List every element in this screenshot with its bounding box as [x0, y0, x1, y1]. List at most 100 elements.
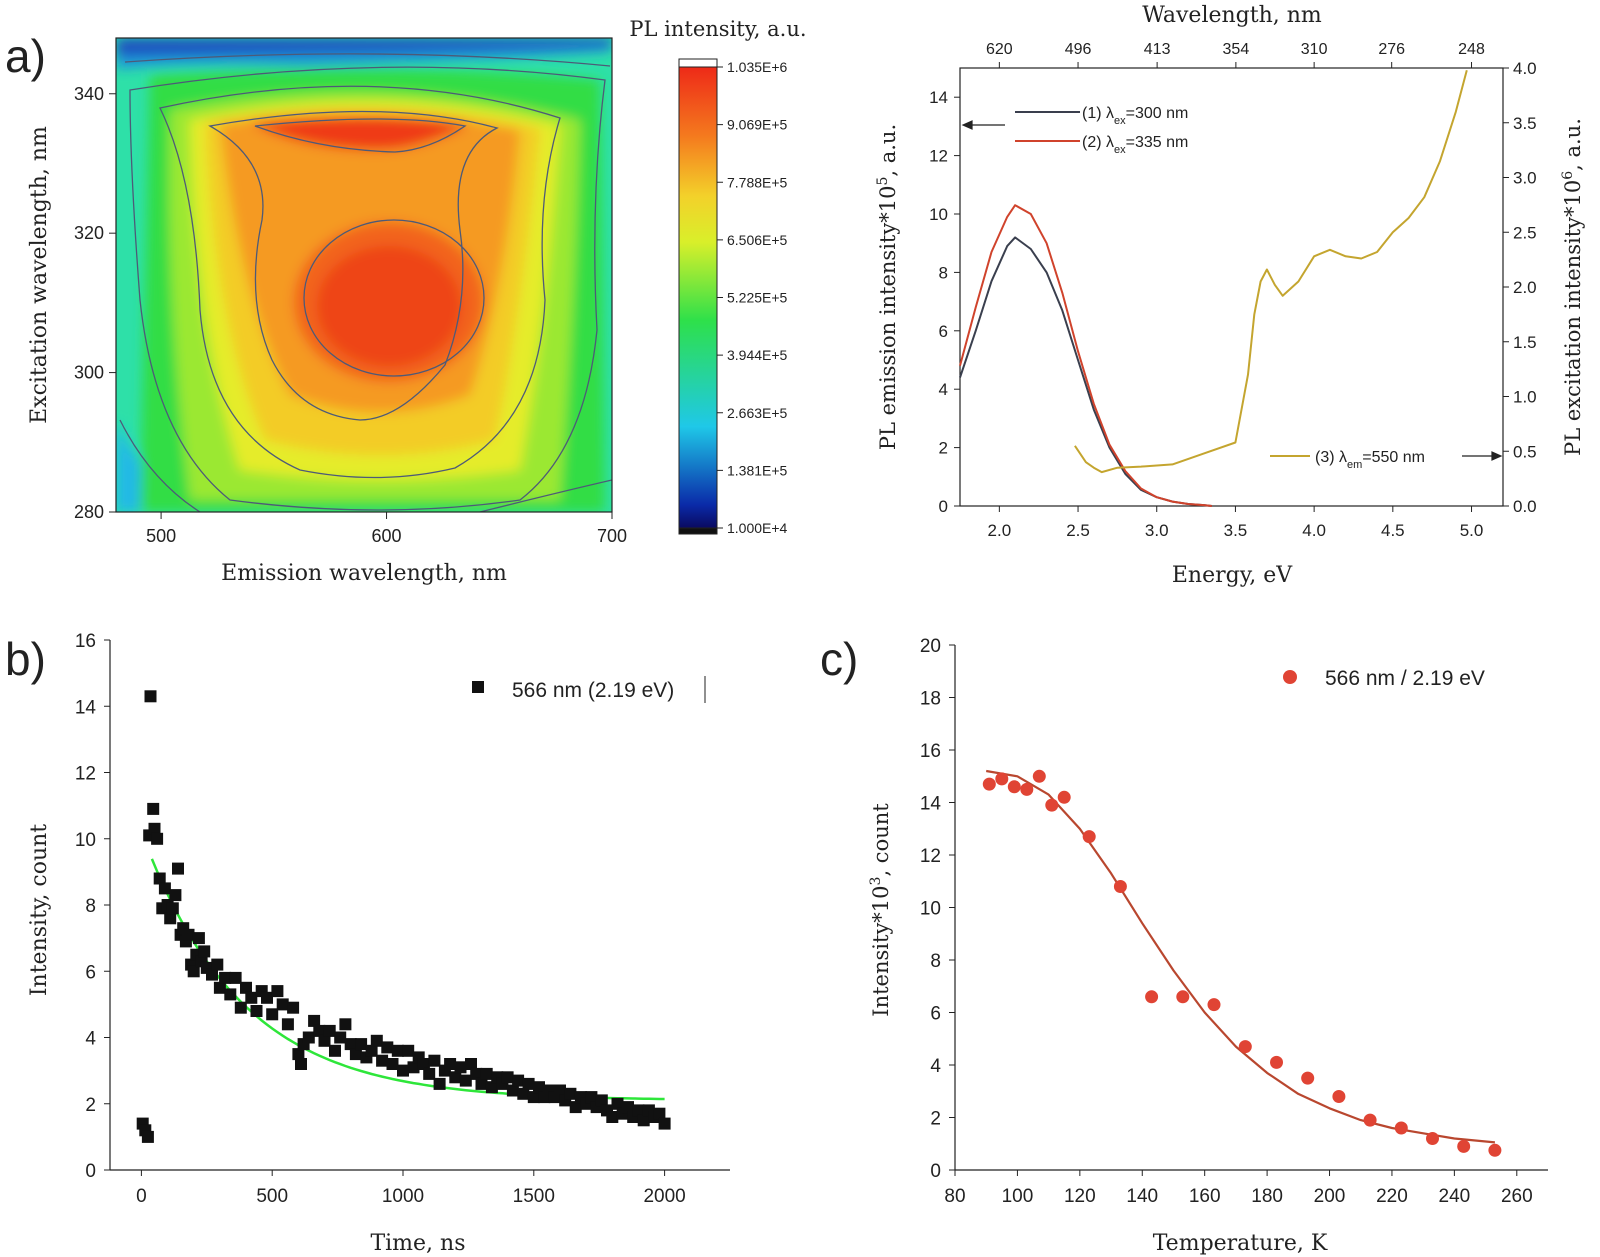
panel-label-b: b): [5, 633, 46, 685]
legend-series-1: (1) λex=300 nm: [1082, 105, 1188, 127]
decay-point: [276, 998, 289, 1011]
decay-point: [151, 832, 164, 845]
decay-point: [166, 902, 179, 915]
heatmap-ytick-label: 340: [74, 84, 104, 104]
spectra-ytick-right-label: 1.5: [1513, 333, 1537, 352]
decay-point: [164, 912, 177, 925]
spectra-top-tick-label: 496: [1065, 41, 1092, 58]
temperature-point: [1332, 1090, 1346, 1103]
decay-point: [344, 1038, 357, 1051]
decay-point: [391, 1044, 404, 1057]
left-axis-arrow-head: [961, 120, 973, 130]
decay-point: [417, 1058, 430, 1070]
decay-point: [308, 1014, 321, 1027]
decay-point: [402, 1044, 415, 1057]
decay-point: [287, 1001, 300, 1014]
temperature-ytick-label: 18: [920, 689, 941, 710]
spectra-frame: [959, 67, 1504, 507]
decay-point: [554, 1084, 566, 1097]
decay-point: [533, 1081, 545, 1094]
temperature-point: [1082, 830, 1096, 844]
heatmap-xtick-label: 500: [146, 526, 176, 546]
decay-point: [428, 1054, 441, 1067]
decay-ytick-label: 0: [85, 1161, 96, 1182]
panel-label-c: c): [820, 633, 858, 685]
spectra-ytick-left-label: 8: [939, 263, 948, 282]
decay-xtick-label: 2000: [643, 1186, 685, 1207]
decay-point: [386, 1058, 399, 1070]
temperature-xtick-label: 200: [1314, 1186, 1346, 1207]
decay-point: [370, 1034, 383, 1047]
temperature-point: [1057, 790, 1071, 804]
temperature-ytick-label: 8: [930, 951, 941, 972]
temperature-point: [1020, 782, 1034, 796]
decay-point: [234, 1001, 247, 1014]
decay-point: [522, 1077, 535, 1090]
colorbar: [678, 66, 718, 529]
decay-point: [569, 1101, 582, 1114]
decay-point: [295, 1058, 307, 1070]
temperature-point: [995, 772, 1009, 786]
axis-arrows: [961, 120, 1503, 461]
spectra-ytick-left-label: 10: [929, 205, 948, 224]
temperature-xtick-label: 100: [1002, 1186, 1034, 1207]
colorbar-tick-label: 5.225E+5: [727, 290, 788, 306]
decay-point: [229, 971, 242, 984]
colorbar-tick-label: 3.944E+5: [727, 347, 788, 363]
decay-point: [480, 1067, 493, 1080]
decay-point: [622, 1101, 634, 1114]
temperature-point: [1145, 990, 1159, 1004]
spectra-xtick-label: 2.5: [1066, 521, 1090, 540]
decay-ylabel: Intensity, count: [27, 824, 52, 996]
temperature-fit-line: [986, 769, 1496, 1144]
temperature-legend-marker: [1283, 670, 1297, 684]
temperature-xtick-label: 180: [1251, 1186, 1283, 1207]
decay-ytick-label: 8: [85, 896, 96, 917]
spectra-xtick-label: 4.0: [1302, 521, 1326, 540]
decay-point: [144, 690, 157, 703]
spectra-ytick-right-label: 2.0: [1513, 278, 1537, 297]
decay-xtick-label: 500: [256, 1186, 288, 1207]
temperature-xtick-label: 220: [1376, 1186, 1408, 1207]
spectra-series: [959, 69, 1468, 507]
spectra-xtick-label: 5.0: [1460, 521, 1484, 540]
temperature-ytick-label: 6: [930, 1004, 941, 1025]
decay-point: [261, 991, 273, 1004]
heatmap-contours: [119, 53, 612, 512]
temperature-xtick-label: 120: [1064, 1186, 1096, 1207]
temperature-ytick-label: 0: [930, 1161, 941, 1182]
spectra-ytick-right-label: 4.0: [1513, 59, 1537, 78]
heatmap-panel: 500 600 700 280 300 320 340 Emission wavelengt…: [27, 17, 807, 586]
temperature-point: [982, 777, 996, 791]
decay-point: [444, 1058, 457, 1070]
decay-ytick-label: 12: [75, 764, 96, 785]
decay-point: [271, 985, 284, 998]
temperature-point: [1363, 1113, 1377, 1127]
decay-point: [329, 1044, 341, 1057]
temperature-points: [982, 769, 1502, 1157]
decay-point: [172, 862, 184, 875]
decay-point: [527, 1091, 540, 1104]
heatmap-ytick-label: 320: [74, 223, 104, 243]
decay-point: [245, 991, 258, 1004]
panel-label-a: a): [5, 30, 46, 82]
heatmap-ticks: 500 600 700 280 300 320 340: [74, 84, 627, 546]
spectra-ytick-right-label: 3.5: [1513, 114, 1537, 133]
heatmap-intensity-field: [116, 38, 612, 512]
decay-point: [470, 1067, 483, 1080]
spectra-xtick-label: 2.0: [988, 521, 1012, 540]
heatmap-xlabel: Emission wavelength, nm: [221, 561, 507, 586]
decay-point: [334, 1031, 347, 1044]
decay-point: [632, 1104, 645, 1117]
decay-ticks: 0 500 1000 1500 2000 0 2 4 6 8 10 12 14 16: [75, 631, 686, 1207]
decay-point: [454, 1061, 467, 1074]
colorbar-top-cap: [678, 58, 718, 68]
spectra-top-tick-label: 620: [986, 41, 1013, 58]
decay-point: [449, 1071, 462, 1084]
decay-point: [517, 1087, 530, 1100]
colorbar-tick-label: 9.069E+5: [727, 117, 788, 133]
temperature-ytick-label: 20: [920, 636, 941, 657]
decay-point: [459, 1074, 472, 1087]
decay-point: [148, 822, 161, 835]
